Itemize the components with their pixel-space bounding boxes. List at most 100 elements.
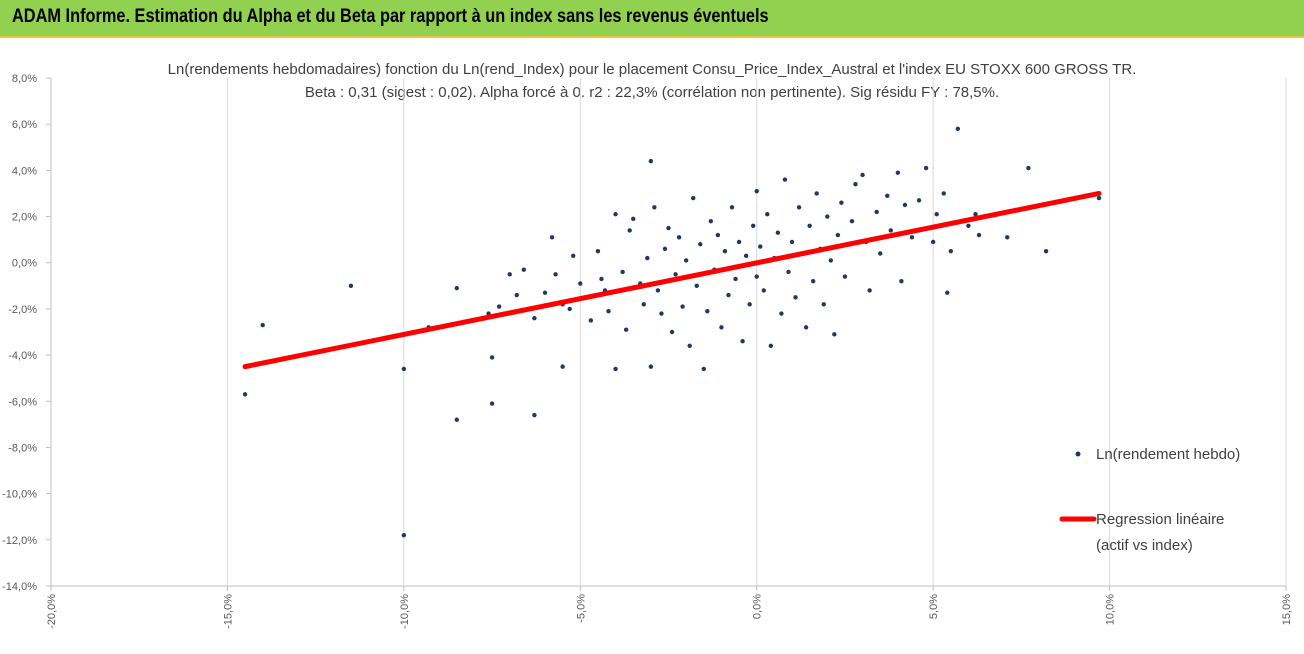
y-tick-label: -6,0% [8, 396, 37, 408]
data-point [549, 235, 555, 240]
data-point [553, 272, 558, 277]
x-tick-label: -5,0% [575, 594, 587, 623]
x-tick-label: -15,0% [222, 594, 234, 629]
data-point [560, 364, 565, 369]
data-point [754, 274, 759, 279]
data-point [740, 339, 745, 344]
y-tick-label: 0,0% [12, 258, 37, 270]
data-point [708, 218, 714, 224]
data-point [683, 258, 689, 263]
data-point [789, 239, 795, 245]
y-tick-label: -10,0% [2, 489, 37, 501]
y-tick-label: -4,0% [8, 350, 37, 362]
data-point [715, 232, 721, 238]
scatter-chart: Ln(rendements hebdomadaires) fonction du… [0, 38, 1304, 654]
data-point [680, 304, 685, 309]
data-point [1096, 195, 1102, 201]
data-point [814, 191, 819, 196]
data-point [514, 292, 519, 298]
data-point [726, 292, 731, 298]
data-point [521, 267, 527, 272]
data-point [659, 311, 664, 316]
data-point [849, 218, 855, 224]
regression-line-group [242, 190, 1102, 370]
data-point [747, 302, 752, 307]
scatter-points [242, 126, 1102, 538]
data-point [948, 248, 953, 254]
data-point [454, 417, 459, 422]
data-point [765, 212, 770, 217]
data-point [1005, 235, 1010, 240]
data-point [348, 283, 354, 289]
data-point [722, 248, 728, 254]
data-point [260, 322, 265, 328]
y-tick-label: 8,0% [12, 73, 37, 85]
chart-subtitle: Beta : 0,31 (sigest : 0,02). Alpha forcé… [305, 84, 999, 101]
data-point [676, 235, 682, 240]
data-point [595, 248, 601, 254]
data-point [701, 366, 706, 372]
data-point [754, 188, 759, 194]
data-point [719, 325, 724, 330]
data-point [691, 195, 696, 201]
y-tick-label: 6,0% [12, 119, 37, 131]
data-point [923, 165, 929, 171]
y-tick-label: 2,0% [12, 212, 37, 224]
data-point [578, 281, 583, 286]
report-title: ADAM Informe. Estimation du Alpha et du … [12, 6, 769, 27]
data-point [571, 253, 576, 258]
data-point [973, 212, 978, 217]
data-point [705, 309, 710, 314]
y-tick-label: 4,0% [12, 165, 37, 177]
x-tick-label: 15,0% [1281, 594, 1293, 625]
data-point [761, 288, 766, 293]
data-point [454, 285, 459, 291]
data-point [825, 214, 830, 219]
data-point [507, 272, 512, 277]
data-point [662, 246, 668, 252]
data-point [803, 325, 809, 330]
data-point [641, 302, 646, 307]
data-point [729, 205, 735, 210]
x-tick-label: -20,0% [46, 594, 58, 629]
data-point [916, 198, 922, 203]
data-point [775, 230, 781, 235]
data-point [779, 311, 784, 316]
x-tick-label: -10,0% [399, 594, 411, 629]
data-point [839, 200, 844, 205]
data-point [796, 205, 802, 210]
data-point [1043, 248, 1049, 254]
data-point [909, 235, 915, 240]
data-point [489, 355, 495, 360]
data-point [655, 288, 661, 293]
data-point [613, 366, 618, 372]
data-point [489, 401, 495, 406]
data-point [878, 251, 883, 256]
data-point [673, 272, 678, 277]
data-point [768, 343, 774, 349]
data-point [1026, 165, 1031, 171]
data-point [648, 158, 654, 164]
data-point [613, 212, 618, 217]
y-tick-labels: 8,0% 6,0% 4,0% 2,0% 0,0% -2,0% -4,0% -6,0% -8,0%… [2, 73, 37, 593]
data-point [496, 304, 502, 309]
data-point [698, 242, 703, 247]
data-point [652, 205, 657, 210]
y-tick-label: -12,0% [2, 535, 37, 547]
x-tick-label: 5,0% [928, 594, 940, 619]
data-point [627, 228, 632, 233]
data-point [588, 318, 594, 323]
x-tick-label: 10,0% [1105, 594, 1117, 625]
x-tick-label: 0,0% [752, 594, 764, 619]
data-point [810, 279, 816, 284]
data-point [902, 202, 908, 208]
data-point [599, 276, 604, 282]
data-point [733, 276, 738, 282]
data-point [242, 392, 248, 397]
data-point [955, 126, 961, 131]
data-point [832, 332, 837, 337]
regression-line [242, 190, 1102, 370]
chart-title: Ln(rendements hebdomadaires) fonction du… [168, 61, 1137, 78]
data-point [606, 309, 611, 314]
x-tick-labels: -20,0% -15,0% -10,0% -5,0% 0,0% 5,0% 10,0% 15,0… [46, 594, 1293, 629]
